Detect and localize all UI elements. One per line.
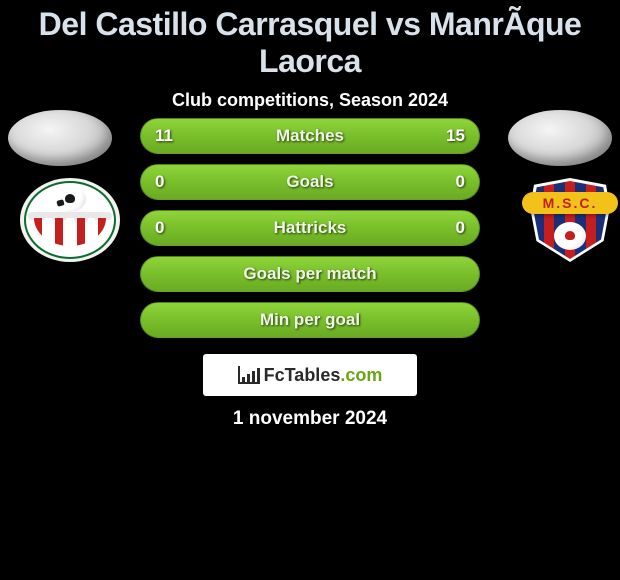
stat-row-goals: 0 Goals 0 [140, 164, 480, 200]
right-club-crest: M.S.C. [520, 178, 620, 262]
stat-row-min-per-goal: Min per goal [140, 302, 480, 338]
right-club-band-text: M.S.C. [522, 192, 618, 214]
comparison-subtitle: Club competitions, Season 2024 [0, 90, 620, 111]
brand-suffix: .com [340, 365, 382, 385]
stat-right-value: 15 [446, 126, 465, 146]
stat-left-value: 0 [155, 218, 164, 238]
brand-box: FcTables.com [203, 354, 417, 396]
stat-label: Goals [286, 172, 333, 192]
stat-label: Goals per match [243, 264, 376, 284]
stat-left-value: 0 [155, 172, 164, 192]
stats-table: 11 Matches 15 0 Goals 0 0 Hattricks 0 Go… [140, 118, 480, 338]
left-club-crest [20, 178, 120, 262]
stat-right-value: 0 [456, 218, 465, 238]
left-player-avatar [8, 110, 112, 166]
stat-row-goals-per-match: Goals per match [140, 256, 480, 292]
stat-label: Hattricks [274, 218, 347, 238]
brand-text: FcTables.com [264, 365, 383, 386]
stat-row-matches: 11 Matches 15 [140, 118, 480, 154]
date-line: 1 november 2024 [0, 408, 620, 430]
stat-left-value: 11 [155, 126, 173, 146]
stat-label: Min per goal [260, 310, 360, 330]
comparison-title: Del Castillo Carrasquel vs ManrÃ­que Lao… [0, 0, 620, 80]
bar-chart-icon [238, 366, 260, 384]
stat-label: Matches [276, 126, 344, 146]
stat-right-value: 0 [456, 172, 465, 192]
right-player-avatar [508, 110, 612, 166]
brand-name: FcTables [264, 365, 341, 385]
stat-row-hattricks: 0 Hattricks 0 [140, 210, 480, 246]
